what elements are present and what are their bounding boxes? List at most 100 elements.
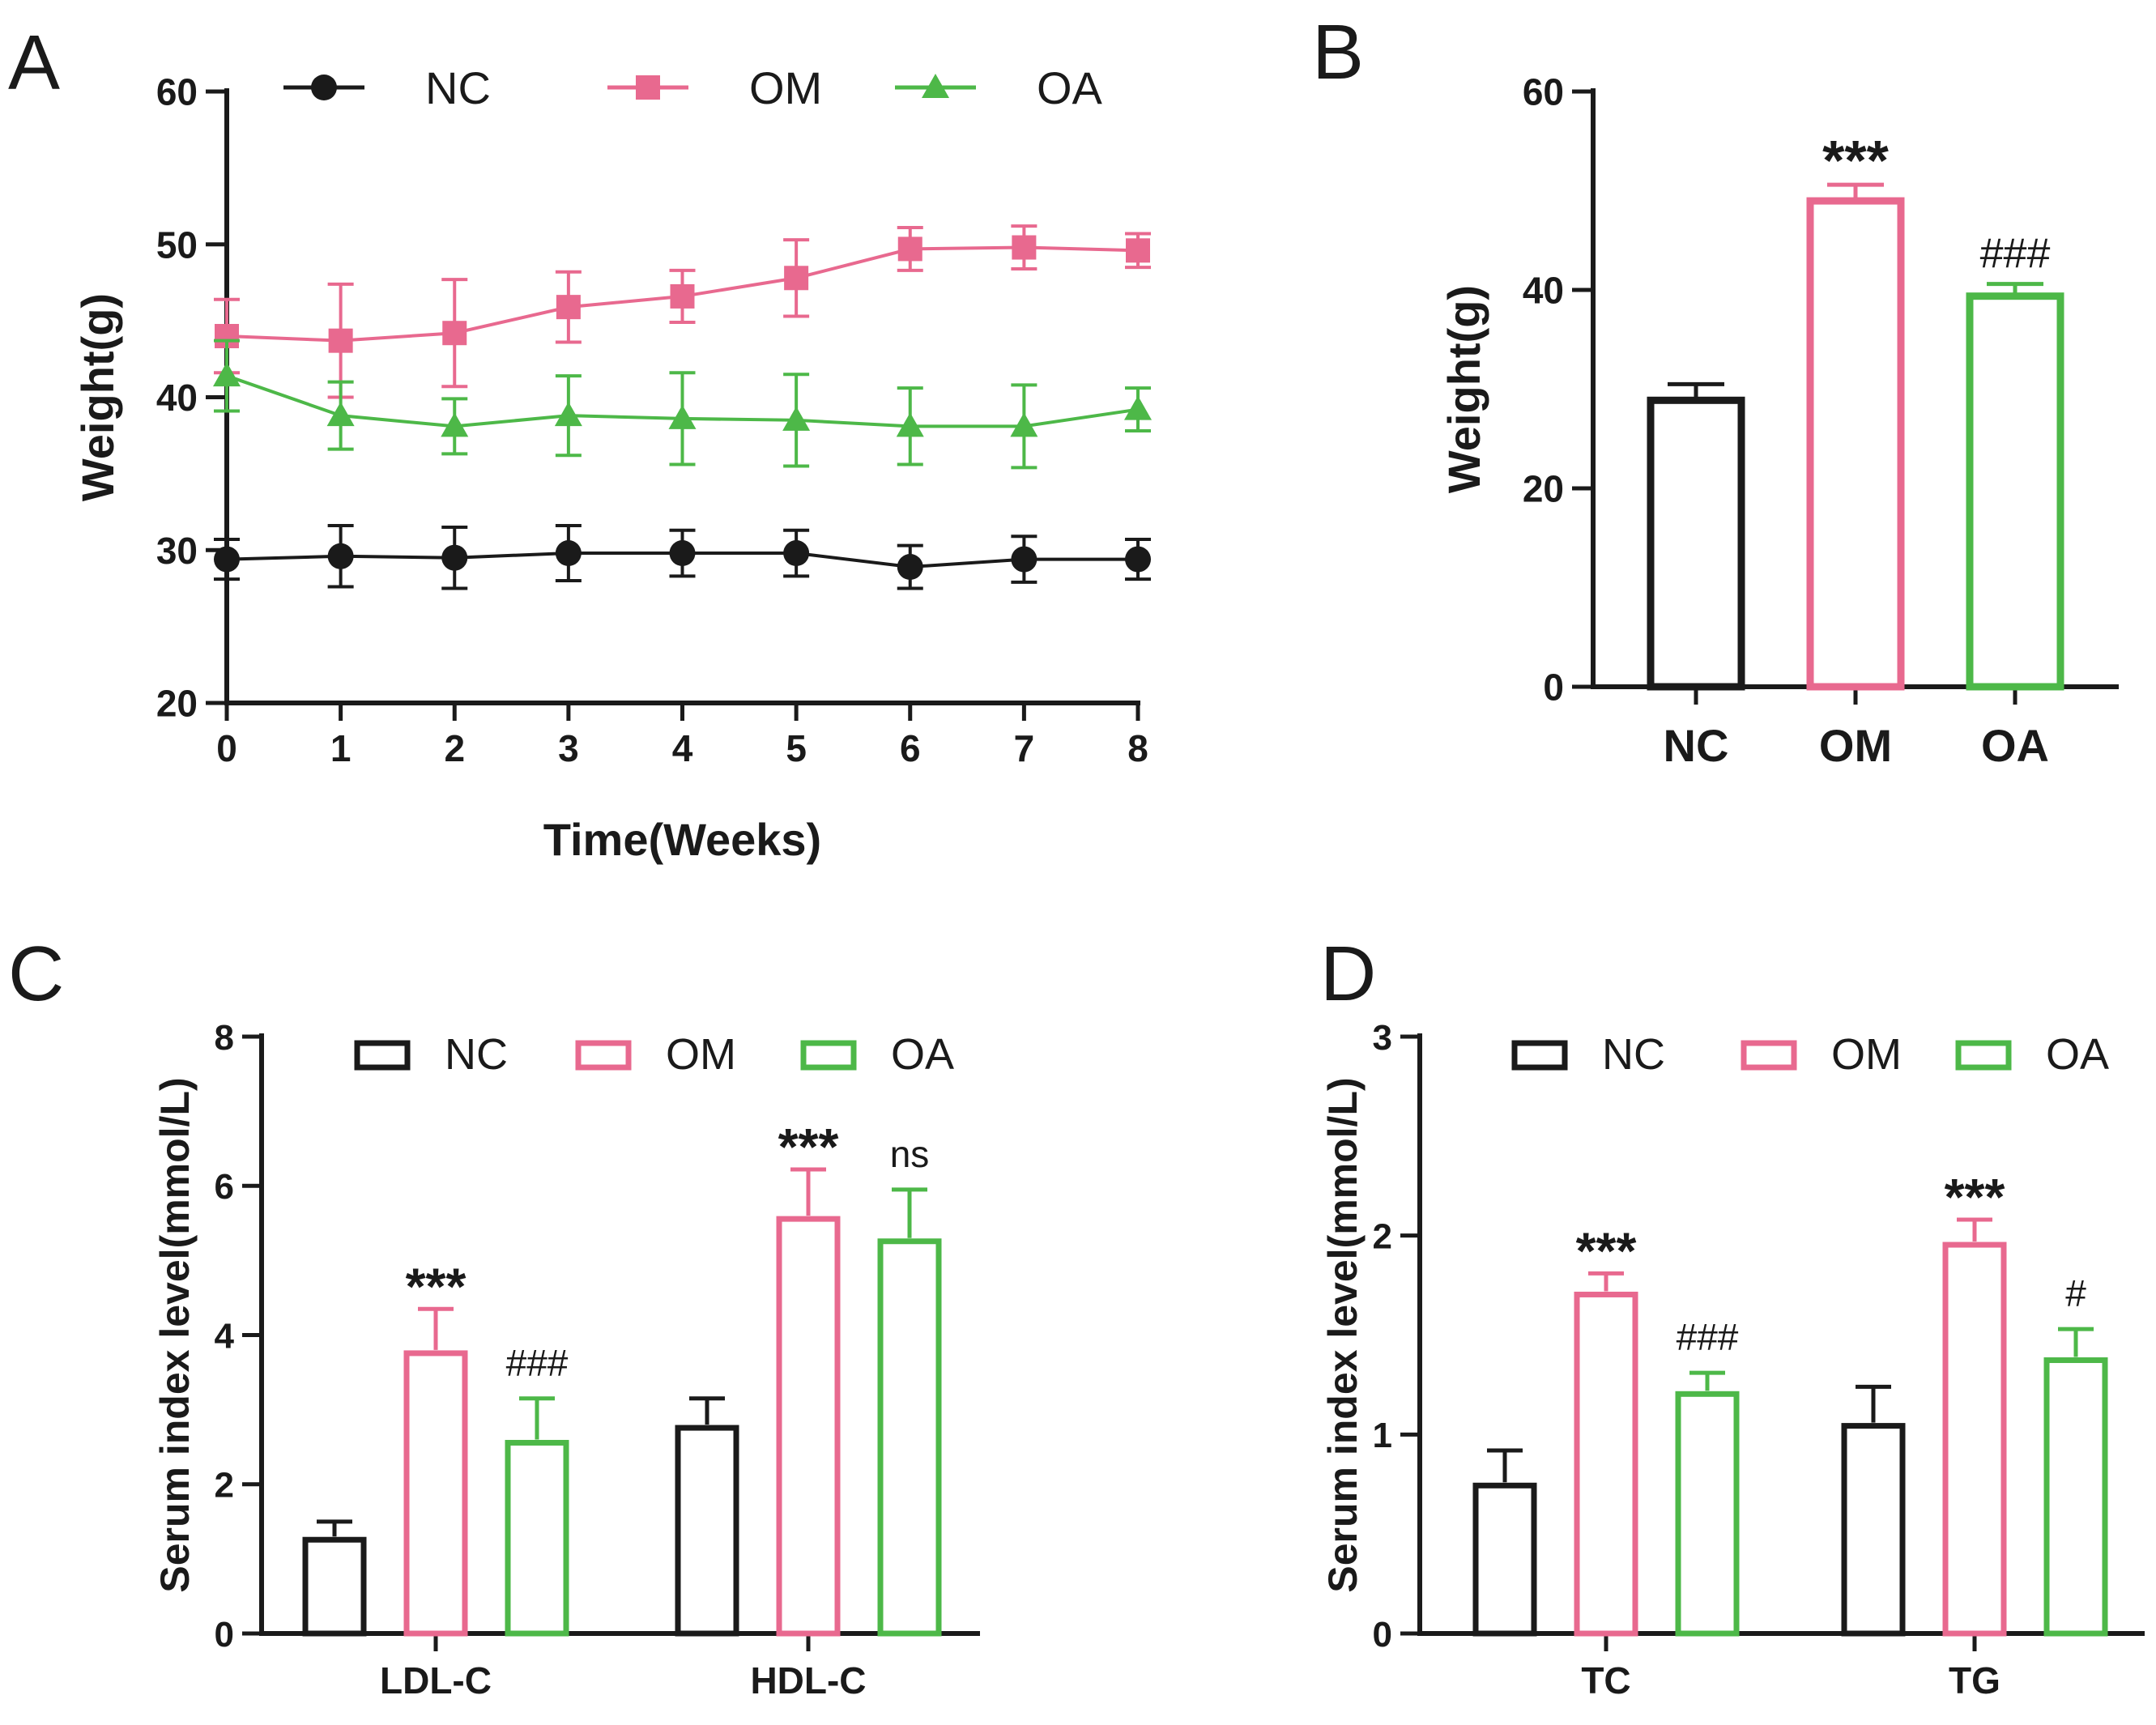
data-point-om	[1012, 235, 1037, 260]
bar-tc-nc	[1472, 1482, 1537, 1637]
data-point-om	[897, 236, 922, 262]
legend-label-nc: NC	[1602, 1030, 1665, 1079]
y-tick-label: 0	[215, 1615, 234, 1655]
y-tick-label: 8	[215, 1018, 234, 1058]
legend-label-oa: OA	[1037, 62, 1103, 113]
bar-tc-oa	[1675, 1391, 1740, 1637]
y-axis-title: Weight(g)	[1438, 285, 1489, 493]
legend: NC OM OA	[354, 1030, 954, 1079]
data-point-om	[1126, 238, 1150, 263]
data-point-oa	[896, 412, 924, 437]
data-point-om	[784, 266, 809, 291]
y-tick-label: 4	[215, 1316, 235, 1356]
legend-label-oa: OA	[891, 1030, 954, 1079]
data-point-oa	[554, 402, 582, 427]
data-point-oa	[213, 362, 241, 387]
x-tick-label: 8	[1127, 727, 1148, 769]
bar-hdl-c-oa	[877, 1238, 942, 1637]
y-tick-label: 60	[156, 71, 198, 113]
bar-ldl-c-om	[403, 1350, 468, 1637]
legend-swatch-oa	[800, 1040, 857, 1071]
legend-marker-nc	[311, 75, 337, 100]
x-tick-label: TC	[1581, 1659, 1630, 1702]
x-tick-label: 6	[900, 727, 921, 769]
y-tick-label: 2	[215, 1466, 234, 1506]
data-point-oa	[441, 412, 469, 437]
data-point-om	[556, 295, 581, 320]
legend-swatch-oa	[1955, 1040, 2012, 1071]
y-tick-label: 20	[1523, 468, 1564, 510]
data-point-nc	[669, 540, 696, 567]
y-tick-label: 0	[1543, 667, 1564, 709]
y-tick-label: 30	[156, 530, 198, 572]
y-tick-label: 40	[1523, 270, 1564, 312]
bar-tg-nc	[1841, 1423, 1906, 1637]
significance-label: ***	[406, 1257, 467, 1315]
data-point-nc	[783, 540, 810, 567]
legend: NC OM OA	[1511, 1030, 2109, 1079]
y-tick-label: 6	[215, 1167, 234, 1207]
x-tick-label: 7	[1014, 727, 1035, 769]
y-axis-title: Serum index level(mmol/L)	[1320, 1077, 1366, 1592]
legend-label-nc: NC	[445, 1030, 508, 1079]
x-tick-label: OM	[1819, 720, 1892, 771]
x-tick-label: 1	[330, 727, 352, 769]
panel-a-line-chart: 20 30 40 50 60 0 1 2 3 4 5 6 7 8 Time(Weeks) Weight(g) N…	[72, 62, 1152, 865]
legend-swatch-om	[1741, 1040, 1797, 1071]
data-point-nc	[1125, 546, 1151, 573]
x-tick-label: TG	[1949, 1659, 2000, 1702]
data-point-om	[328, 328, 353, 353]
bar-nc	[1647, 396, 1745, 691]
series-nc	[214, 524, 1151, 590]
legend-label-om: OM	[749, 62, 822, 113]
significance-label: ***	[1822, 129, 1889, 192]
x-tick-label: 5	[786, 727, 807, 769]
legend: NC OM OA	[283, 62, 1103, 113]
y-tick-label: 1	[1373, 1416, 1392, 1455]
y-tick-label: 20	[156, 683, 198, 725]
panel-d-bar-chart: 0 1 2 3 TC *** ### TG *** # NC OM OA Serum index leve…	[1320, 1018, 2145, 1702]
bar-hdl-c-om	[776, 1216, 841, 1637]
data-point-nc	[1011, 546, 1038, 573]
legend-label-om: OM	[666, 1030, 736, 1079]
data-point-nc	[897, 554, 923, 581]
legend-label-om: OM	[1831, 1030, 1902, 1079]
legend-label-oa: OA	[2046, 1030, 2109, 1079]
x-axis-title: Time(Weeks)	[543, 814, 821, 865]
legend-swatch-om	[575, 1040, 632, 1071]
significance-label: ***	[1576, 1221, 1637, 1280]
significance-label: ###	[1677, 1316, 1739, 1358]
y-tick-label: 60	[1523, 71, 1564, 113]
data-point-oa	[668, 404, 697, 429]
data-point-oa	[1010, 412, 1038, 437]
x-tick-label: OA	[1981, 720, 2049, 771]
bar-tg-oa	[2043, 1357, 2108, 1637]
y-tick-label: 0	[1373, 1615, 1392, 1655]
x-tick-label: LDL-C	[380, 1659, 492, 1702]
series-oa	[213, 339, 1152, 470]
data-point-oa	[1124, 395, 1152, 420]
bar-hdl-c-nc	[675, 1425, 739, 1637]
significance-label: ***	[778, 1118, 839, 1176]
significance-label: ###	[506, 1342, 569, 1384]
significance-label: #	[2065, 1272, 2086, 1314]
panel-letter-c: C	[8, 931, 64, 1017]
legend-marker-oa	[922, 74, 949, 98]
panel-letter-a: A	[8, 19, 60, 106]
data-point-oa	[782, 406, 811, 431]
x-tick-label: 3	[558, 727, 579, 769]
x-tick-label: HDL-C	[750, 1659, 866, 1702]
y-tick-label: 50	[156, 224, 198, 266]
significance-label: ns	[890, 1133, 930, 1175]
significance-label: ***	[1945, 1168, 2005, 1226]
y-axis-title: Weight(g)	[72, 293, 123, 501]
bar-ldl-c-nc	[302, 1536, 367, 1637]
bar-tc-om	[1574, 1291, 1638, 1637]
data-point-nc	[555, 540, 582, 567]
data-point-nc	[327, 543, 354, 569]
bar-om	[1806, 197, 1905, 691]
y-axis-title: Serum index level(mmol/L)	[152, 1077, 198, 1592]
legend-marker-om	[636, 75, 660, 100]
x-tick-label: NC	[1664, 720, 1729, 771]
